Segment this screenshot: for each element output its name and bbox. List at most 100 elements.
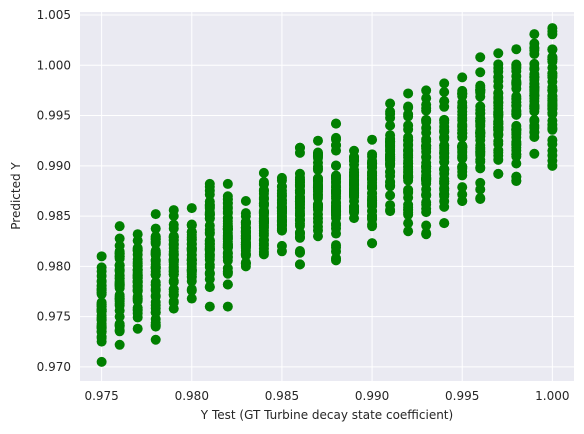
data-point [96, 356, 107, 367]
data-point [421, 85, 432, 96]
data-point [312, 152, 323, 163]
data-point [475, 128, 486, 139]
data-point [96, 287, 107, 298]
data-point [204, 238, 215, 249]
data-point [439, 96, 450, 107]
data-point [276, 181, 287, 192]
data-point [331, 170, 342, 181]
data-point [475, 163, 486, 174]
data-point [331, 242, 342, 253]
data-point [222, 191, 233, 202]
data-point [475, 67, 486, 78]
data-point [132, 312, 143, 323]
data-point [150, 334, 161, 345]
data-point [439, 218, 450, 229]
data-point [511, 83, 522, 94]
data-point [349, 189, 360, 200]
data-point [385, 98, 396, 109]
data-point [421, 166, 432, 177]
data-point [222, 251, 233, 262]
x-tick-label: 0.975 [84, 389, 118, 403]
data-point [204, 189, 215, 200]
data-point [168, 223, 179, 234]
data-point [457, 182, 468, 193]
data-point [186, 258, 197, 269]
data-point [511, 149, 522, 160]
data-point [457, 141, 468, 152]
data-point [439, 183, 450, 194]
data-point [222, 178, 233, 189]
data-point [475, 113, 486, 124]
data-point [475, 193, 486, 204]
x-tick-label: 0.990 [355, 389, 389, 403]
data-point [529, 101, 540, 112]
data-point [475, 121, 486, 132]
data-point [511, 63, 522, 74]
data-point [529, 123, 540, 134]
data-point [421, 199, 432, 210]
data-point [294, 142, 305, 153]
data-point [186, 219, 197, 230]
data-point [114, 281, 125, 292]
data-point [367, 238, 378, 249]
data-point [132, 305, 143, 316]
data-point [186, 203, 197, 214]
data-point [367, 206, 378, 217]
data-point [421, 122, 432, 133]
data-point [294, 181, 305, 192]
y-tick-labels: 0.970 0.975 0.980 0.985 0.990 0.995 1.000 1.005 [37, 8, 71, 374]
data-point [403, 134, 414, 145]
data-point [385, 145, 396, 156]
data-point [529, 29, 540, 40]
data-point [258, 198, 269, 209]
data-point [96, 276, 107, 287]
data-point [276, 240, 287, 251]
data-point [132, 323, 143, 334]
data-point [312, 221, 323, 232]
data-point [493, 168, 504, 179]
data-point [294, 232, 305, 243]
data-point [367, 134, 378, 145]
data-point [349, 203, 360, 214]
data-point [367, 155, 378, 166]
data-point [312, 174, 323, 185]
data-point [349, 167, 360, 178]
data-point [439, 142, 450, 153]
data-point [403, 88, 414, 99]
data-point [114, 247, 125, 258]
data-point [547, 91, 558, 102]
data-point [421, 189, 432, 200]
data-point [529, 148, 540, 159]
data-point [421, 173, 432, 184]
data-point [186, 284, 197, 295]
data-point [150, 209, 161, 220]
y-tick-label: 0.990 [37, 159, 71, 173]
data-point [457, 97, 468, 108]
data-point [150, 319, 161, 330]
data-point [421, 220, 432, 231]
data-point [258, 221, 269, 232]
data-point [276, 219, 287, 230]
y-tick-label: 1.000 [37, 58, 71, 72]
data-point [114, 339, 125, 350]
data-point [258, 186, 269, 197]
data-point [493, 87, 504, 98]
data-point [385, 106, 396, 117]
data-point [457, 128, 468, 139]
data-point [204, 202, 215, 213]
data-point [457, 196, 468, 207]
data-point [222, 242, 233, 253]
data-point [114, 298, 125, 309]
data-point [294, 218, 305, 229]
data-point [439, 126, 450, 137]
data-point [349, 175, 360, 186]
data-point [114, 311, 125, 322]
data-point [132, 235, 143, 246]
data-point [132, 295, 143, 306]
data-point [168, 286, 179, 297]
data-point [439, 164, 450, 175]
data-point [132, 245, 143, 256]
data-point [403, 226, 414, 237]
data-point [529, 85, 540, 96]
data-point [96, 322, 107, 333]
